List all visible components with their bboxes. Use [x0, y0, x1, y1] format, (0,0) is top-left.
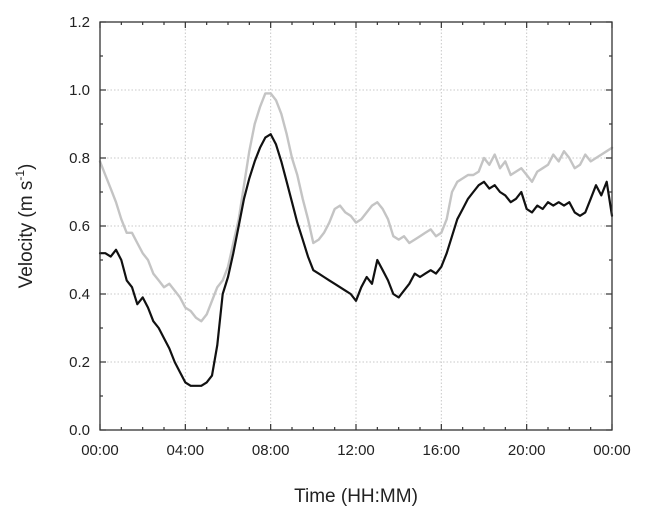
y-axis-title-main: Velocity (m s — [16, 181, 37, 289]
y-axis-title-superscript: -1 — [13, 170, 27, 181]
series-layer — [98, 92, 614, 387]
series-line-black — [98, 133, 614, 387]
y-axis-title-close: ) — [16, 164, 37, 170]
y-tick-label: 0.8 — [69, 150, 90, 167]
x-tick-label: 16:00 — [423, 442, 461, 459]
y-tick-label: 1.2 — [69, 14, 90, 31]
x-tick-label: 00:00 — [593, 442, 631, 459]
y-tick-label: 0.2 — [69, 354, 90, 371]
x-tick-label: 08:00 — [252, 442, 290, 459]
grid-layer — [100, 22, 612, 430]
x-axis-title: Time (HH:MM) — [294, 486, 418, 507]
y-tick-label: 0.0 — [69, 422, 90, 439]
y-axis-title: Velocity (m s-1) — [13, 164, 37, 289]
x-tick-label: 12:00 — [337, 442, 375, 459]
x-tick-label: 04:00 — [167, 442, 205, 459]
tick-layer: 00:00 04:00 08:00 12:00 16:00 20:00 00:00 0.0 0.… — [69, 14, 631, 459]
series-line-gray — [98, 92, 614, 323]
y-tick-label: 0.4 — [69, 286, 90, 303]
x-tick-label: 00:00 — [81, 442, 119, 459]
x-tick-label: 20:00 — [508, 442, 546, 459]
y-tick-label: 0.6 — [69, 218, 90, 235]
y-tick-label: 1.0 — [69, 82, 90, 99]
